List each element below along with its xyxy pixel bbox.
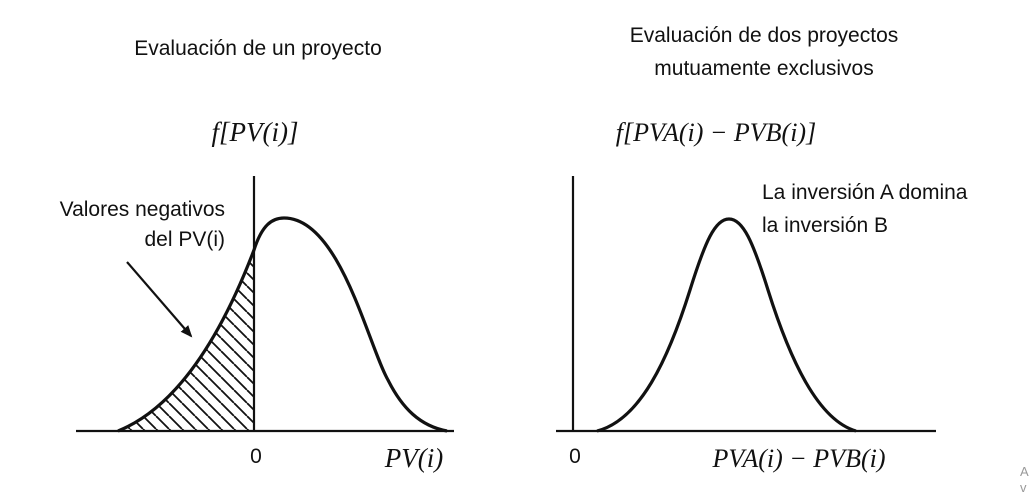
negative-region-hatch — [118, 250, 254, 431]
left-xlabel: PV(i) — [384, 443, 443, 473]
corner-text-line2: v — [1020, 480, 1027, 495]
corner-text-line1: A — [1020, 464, 1029, 479]
left-distribution-curve — [117, 216, 448, 433]
right-xlabel: PVA(i) − PVB(i) — [712, 444, 886, 473]
left-ylabel: f[PV(i)] — [212, 117, 299, 147]
left-title: Evaluación de un proyecto — [134, 37, 382, 60]
right-title-line1: Evaluación de dos proyectos — [630, 24, 899, 47]
right-panel: Evaluación de dos proyectos mutuamente e… — [556, 24, 968, 473]
left-zero-tick: 0 — [250, 445, 262, 468]
dominance-label-line2: la inversión B — [762, 214, 888, 237]
right-zero-tick: 0 — [569, 445, 581, 468]
right-ylabel: f[PVA(i) − PVB(i)] — [616, 118, 816, 147]
right-title-line2: mutuamente exclusivos — [654, 57, 873, 80]
dominance-label-line1: La inversión A domina — [762, 181, 968, 204]
negative-values-label-line2: del PV(i) — [144, 228, 225, 251]
negative-values-label-line1: Valores negativos — [60, 198, 225, 221]
annotation-arrow — [126, 261, 193, 338]
right-distribution-curve — [596, 217, 857, 433]
left-panel: Evaluación de un proyecto f[PV(i)] 0 PV(… — [60, 37, 454, 473]
